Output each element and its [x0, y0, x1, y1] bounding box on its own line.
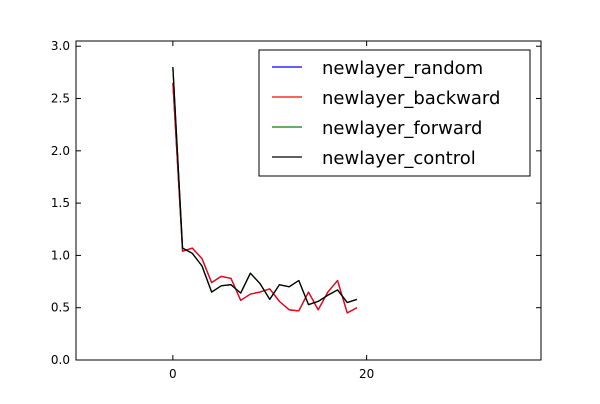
y-tick-label: 1.0 — [51, 248, 70, 262]
y-tick-label: 2.0 — [51, 144, 70, 158]
axes-frame — [75, 40, 542, 361]
ticks-layer: 0 20 0.0 0.5 1.0 1.5 2.0 2.5 3.0 — [51, 39, 541, 381]
legend: newlayer_random newlayer_backward newlayer… — [258, 49, 531, 177]
x-tick-label: 20 — [359, 367, 374, 381]
y-tick-label: 0.0 — [51, 353, 70, 367]
legend-label: newlayer_random — [322, 58, 483, 79]
series-line-newlayer-control — [172, 67, 358, 306]
x-tick-label: 0 — [169, 367, 177, 381]
y-tick-label: 1.5 — [51, 196, 70, 210]
legend-label: newlayer_control — [322, 148, 476, 169]
legend-label: newlayer_forward — [322, 118, 482, 139]
y-tick-label: 3.0 — [51, 39, 70, 53]
legend-label: newlayer_backward — [322, 88, 500, 109]
y-tick-label: 2.5 — [51, 92, 70, 106]
series-layer — [172, 67, 358, 314]
y-tick-label: 0.5 — [51, 301, 70, 315]
legend-box — [258, 49, 531, 177]
